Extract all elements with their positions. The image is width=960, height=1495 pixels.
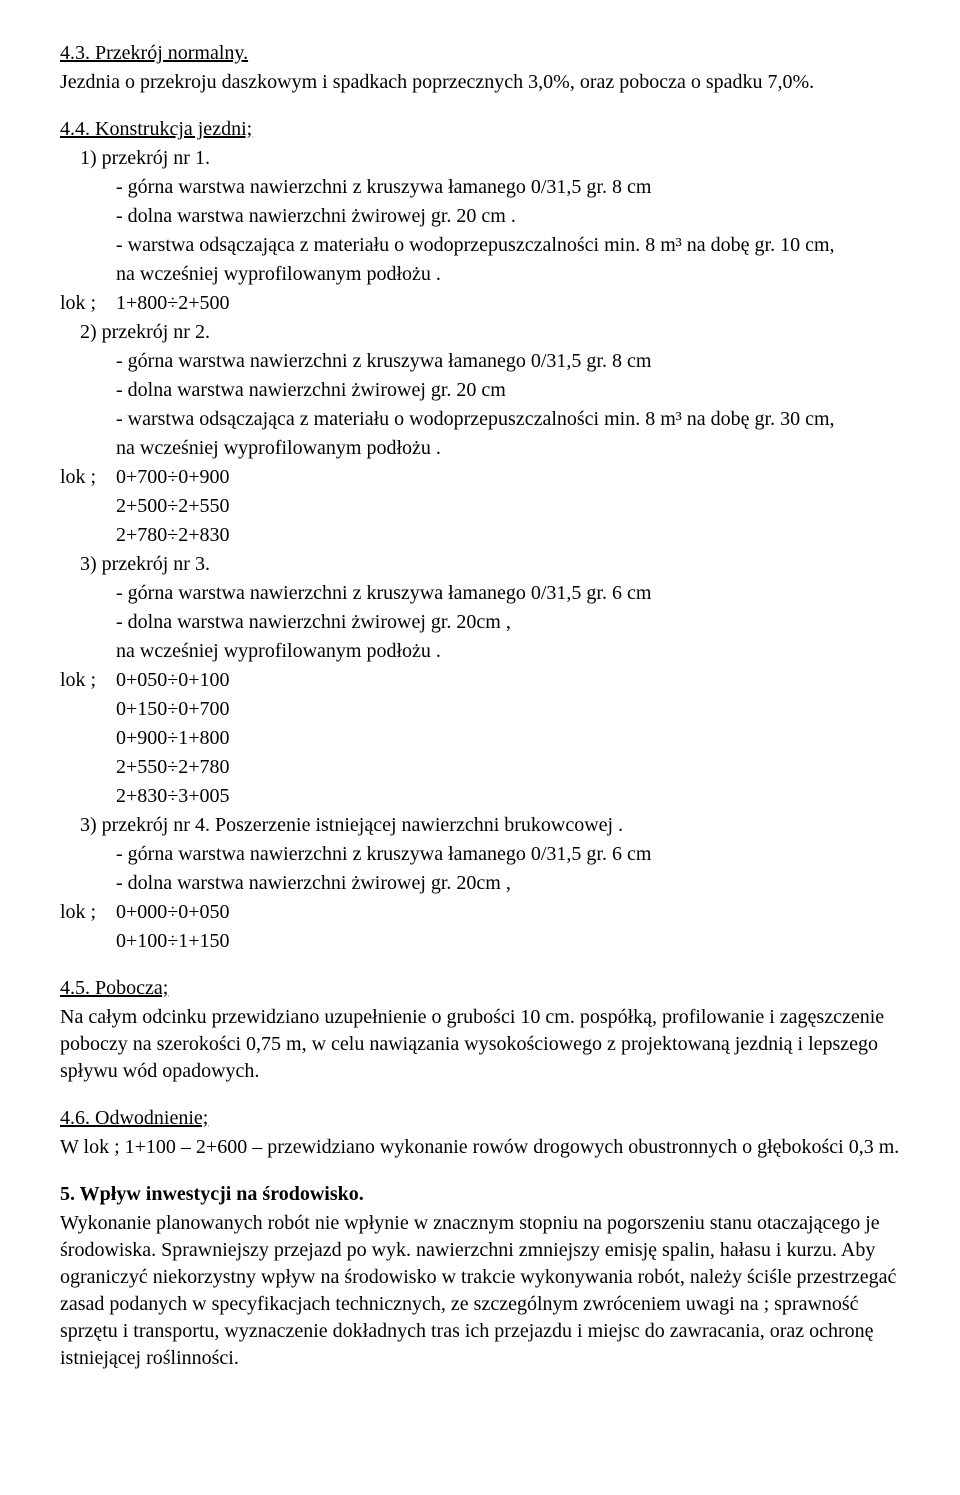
przekroj-2-line-b: - dolna warstwa nawierzchni żwirowej gr.… (60, 377, 900, 404)
przekroj-3-line-c: na wcześniej wyprofilowanym podłożu . (60, 638, 900, 665)
przekroj-2-line-a: - górna warstwa nawierzchni z kruszywa ł… (60, 348, 900, 375)
lok-value: 0+700÷0+900 (116, 466, 230, 488)
przekroj-1-line-d: na wcześniej wyprofilowanym podłożu . (60, 261, 900, 288)
przekroj-1-line-c: - warstwa odsączająca z materiału o wodo… (60, 232, 900, 259)
przekroj-4-line-a: - górna warstwa nawierzchni z kruszywa ł… (60, 841, 900, 868)
przekroj-3-lok-1: lok ;0+050÷0+100 (60, 667, 900, 694)
przekroj-1-lok: lok ;1+800÷2+500 (60, 290, 900, 317)
lok-value: 1+800÷2+500 (116, 292, 230, 314)
przekroj-2-line-d: na wcześniej wyprofilowanym podłożu . (60, 435, 900, 462)
przekroj-4-lok-2: 0+100÷1+150 (60, 928, 900, 955)
lok-value: 0+050÷0+100 (116, 669, 230, 691)
section-4-4-title: 4.4. Konstrukcja jezdni; (60, 116, 900, 143)
section-4-3-body: Jezdnia o przekroju daszkowym i spadkach… (60, 69, 900, 96)
section-5-body: Wykonanie planowanych robót nie wpłynie … (60, 1210, 900, 1372)
lok-label: lok ; (60, 290, 116, 317)
section-4-5-title: 4.5. Pobocza; (60, 975, 900, 1002)
lok-value: 0+000÷0+050 (116, 901, 230, 923)
section-4-5-body: Na całym odcinku przewidziano uzupełnien… (60, 1004, 900, 1085)
przekroj-3-lok-5: 2+830÷3+005 (60, 783, 900, 810)
przekroj-1-line-a: - górna warstwa nawierzchni z kruszywa ł… (60, 174, 900, 201)
przekroj-3-line-b: - dolna warstwa nawierzchni żwirowej gr.… (60, 609, 900, 636)
section-4-6-body: W lok ; 1+100 – 2+600 – przewidziano wyk… (60, 1134, 900, 1161)
przekroj-3-lok-3: 0+900÷1+800 (60, 725, 900, 752)
section-4-3-title: 4.3. Przekrój normalny. (60, 40, 900, 67)
przekroj-4-lok-1: lok ;0+000÷0+050 (60, 899, 900, 926)
przekroj-3-lok-4: 2+550÷2+780 (60, 754, 900, 781)
lok-label: lok ; (60, 667, 116, 694)
lok-label: lok ; (60, 899, 116, 926)
section-4-6-title: 4.6. Odwodnienie; (60, 1105, 900, 1132)
przekroj-2-line-c: - warstwa odsączająca z materiału o wodo… (60, 406, 900, 433)
przekroj-1-line-b: - dolna warstwa nawierzchni żwirowej gr.… (60, 203, 900, 230)
przekroj-3-header: 3) przekrój nr 3. (60, 551, 900, 578)
przekroj-3-lok-2: 0+150÷0+700 (60, 696, 900, 723)
przekroj-2-lok-2: 2+500÷2+550 (60, 493, 900, 520)
przekroj-3-line-a: - górna warstwa nawierzchni z kruszywa ł… (60, 580, 900, 607)
przekroj-2-header: 2) przekrój nr 2. (60, 319, 900, 346)
przekroj-1-header: 1) przekrój nr 1. (60, 145, 900, 172)
przekroj-2-lok-3: 2+780÷2+830 (60, 522, 900, 549)
przekroj-4-line-b: - dolna warstwa nawierzchni żwirowej gr.… (60, 870, 900, 897)
przekroj-2-lok-1: lok ;0+700÷0+900 (60, 464, 900, 491)
lok-label: lok ; (60, 464, 116, 491)
przekroj-4-header: 3) przekrój nr 4. Poszerzenie istniejące… (60, 812, 900, 839)
section-5-title: 5. Wpływ inwestycji na środowisko. (60, 1181, 900, 1208)
